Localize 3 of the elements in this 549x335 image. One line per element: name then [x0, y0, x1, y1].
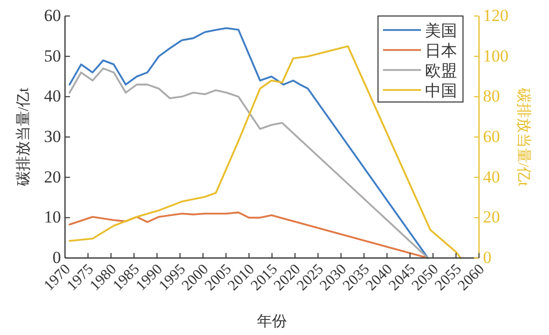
ylabel: 碳排放当量/亿t — [16, 88, 32, 186]
y2label: 碳排放当量/亿t — [515, 88, 531, 186]
xlabel: 年份 — [257, 314, 287, 330]
